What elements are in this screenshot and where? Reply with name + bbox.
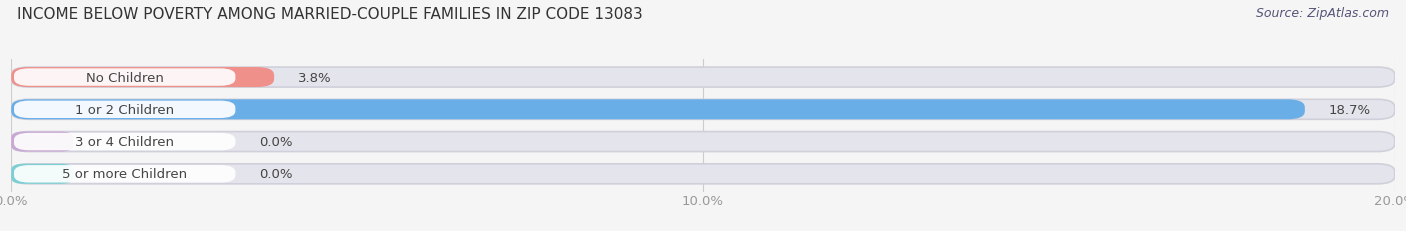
Text: Source: ZipAtlas.com: Source: ZipAtlas.com [1256, 7, 1389, 20]
FancyBboxPatch shape [11, 132, 73, 152]
FancyBboxPatch shape [11, 132, 1395, 152]
Text: 1 or 2 Children: 1 or 2 Children [75, 103, 174, 116]
Text: 0.0%: 0.0% [260, 135, 292, 149]
FancyBboxPatch shape [11, 164, 1395, 184]
Text: No Children: No Children [86, 71, 163, 84]
Text: 18.7%: 18.7% [1329, 103, 1371, 116]
FancyBboxPatch shape [11, 100, 1395, 120]
FancyBboxPatch shape [11, 164, 73, 184]
FancyBboxPatch shape [14, 69, 235, 86]
FancyBboxPatch shape [14, 101, 235, 119]
Text: 3.8%: 3.8% [298, 71, 332, 84]
Text: 0.0%: 0.0% [260, 168, 292, 181]
Text: 5 or more Children: 5 or more Children [62, 168, 187, 181]
FancyBboxPatch shape [14, 165, 235, 183]
FancyBboxPatch shape [14, 133, 235, 151]
Text: INCOME BELOW POVERTY AMONG MARRIED-COUPLE FAMILIES IN ZIP CODE 13083: INCOME BELOW POVERTY AMONG MARRIED-COUPL… [17, 7, 643, 22]
FancyBboxPatch shape [11, 68, 274, 88]
Text: 3 or 4 Children: 3 or 4 Children [75, 135, 174, 149]
FancyBboxPatch shape [11, 68, 1395, 88]
FancyBboxPatch shape [11, 100, 1305, 120]
